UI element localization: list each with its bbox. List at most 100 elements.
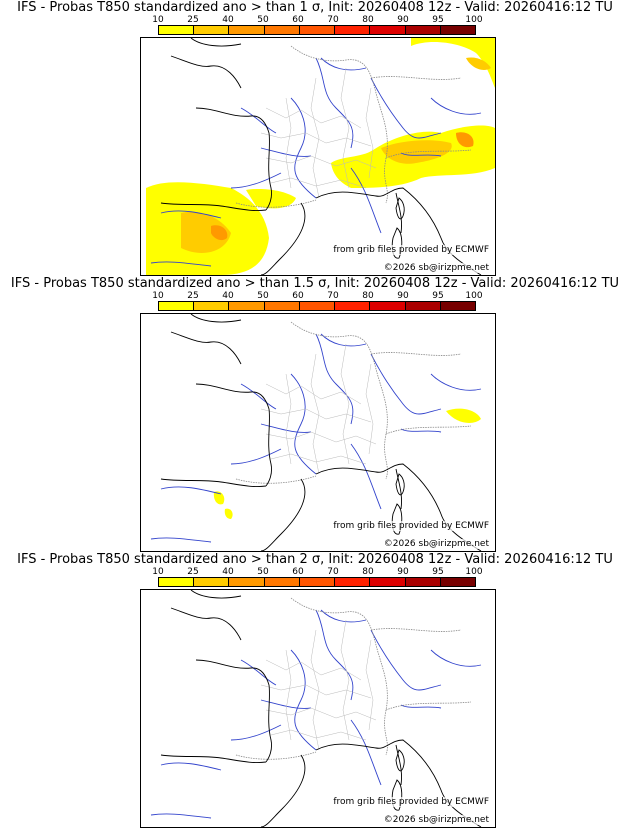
colorbar-segment (335, 578, 371, 586)
colorbar-segment (405, 26, 441, 34)
rivers (150, 57, 482, 267)
colorbar (158, 25, 476, 35)
map-canvas (150, 314, 482, 551)
anomaly-shading (213, 408, 481, 519)
colorbar-segment (370, 26, 406, 34)
panel-title: IFS - Probas T850 standardized ano > tha… (17, 0, 613, 15)
map-canvas (150, 590, 482, 827)
colorbar-tick-label: 50 (257, 291, 269, 301)
colorbar-labels: 10 25 40 50 60 70 80 90 95 100 (152, 291, 482, 301)
colorbar-segment (440, 578, 475, 586)
copyright: ©2026 sb@irizpme.net (383, 815, 489, 825)
coastlines (160, 590, 482, 827)
anomaly-area (411, 38, 495, 88)
colorbar-tick-label: 80 (362, 567, 374, 577)
colorbar-tick-label: 100 (465, 15, 483, 25)
colorbar-tick-label: 90 (397, 15, 409, 25)
rivers (150, 609, 482, 819)
colorbar-segment (159, 578, 195, 586)
map-canvas (146, 38, 495, 275)
anomaly-area (213, 491, 225, 505)
colorbar-tick-label: 90 (397, 567, 409, 577)
colorbar-segment (335, 26, 371, 34)
internal-boundaries (260, 343, 377, 475)
internal-boundaries (260, 67, 377, 199)
colorbar (158, 577, 476, 587)
colorbar-segment (194, 578, 230, 586)
anomaly-area (181, 211, 231, 253)
anomaly-area (446, 408, 481, 423)
probability-map: from grib files provided by ECMWF ©2026 … (140, 589, 496, 828)
country-borders (235, 597, 472, 760)
coastlines (160, 314, 482, 551)
colorbar-tick-label: 50 (257, 567, 269, 577)
anomaly-area (466, 57, 491, 70)
probability-map: from grib files provided by ECMWF ©2026 … (140, 313, 496, 552)
colorbar-tick-label: 50 (257, 15, 269, 25)
colorbar-tick-label: 95 (432, 291, 444, 301)
colorbar-tick-label: 40 (222, 567, 234, 577)
colorbar-segment (370, 578, 406, 586)
rivers (150, 333, 482, 543)
source-credit: from grib files provided by ECMWF (333, 797, 489, 807)
country-borders (235, 45, 472, 208)
colorbar (158, 301, 476, 311)
colorbar-segment (229, 578, 265, 586)
colorbar-tick-label: 25 (187, 567, 199, 577)
colorbar-tick-label: 70 (327, 15, 339, 25)
forecast-panel-1: IFS - Probas T850 standardized ano > tha… (0, 0, 630, 276)
colorbar-segment (299, 302, 336, 310)
copyright: ©2026 sb@irizpme.net (383, 539, 489, 549)
forecast-panel-3: IFS - Probas T850 standardized ano > tha… (0, 552, 630, 828)
colorbar-segment (440, 26, 475, 34)
colorbar-segment (229, 26, 265, 34)
colorbar-tick-label: 40 (222, 291, 234, 301)
colorbar-tick-label: 60 (292, 567, 304, 577)
colorbar-segment (299, 26, 336, 34)
colorbar-tick-label: 95 (432, 567, 444, 577)
colorbar-tick-label: 95 (432, 15, 444, 25)
anomaly-area (224, 508, 233, 519)
colorbar-segment (159, 26, 195, 34)
colorbar-segment (264, 26, 300, 34)
colorbar-tick-label: 100 (465, 291, 483, 301)
panel-title: IFS - Probas T850 standardized ano > tha… (10, 276, 620, 291)
copyright: ©2026 sb@irizpme.net (383, 263, 489, 273)
colorbar-tick-label: 25 (187, 15, 199, 25)
colorbar-segment (405, 302, 441, 310)
anomaly-shading (146, 38, 495, 275)
colorbar-segment (335, 302, 371, 310)
colorbar-segment (299, 578, 336, 586)
colorbar-segment (440, 302, 475, 310)
panel-title: IFS - Probas T850 standardized ano > tha… (17, 552, 613, 567)
country-borders (235, 321, 472, 484)
source-credit: from grib files provided by ECMWF (333, 521, 489, 531)
anomaly-area (211, 225, 228, 241)
colorbar-tick-label: 40 (222, 15, 234, 25)
colorbar-tick-label: 80 (362, 291, 374, 301)
colorbar-tick-label: 100 (465, 567, 483, 577)
colorbar-tick-label: 25 (187, 291, 199, 301)
anomaly-area (456, 132, 474, 148)
colorbar-segment (405, 578, 441, 586)
colorbar-segment (194, 26, 230, 34)
colorbar-labels: 10 25 40 50 60 70 80 90 95 100 (152, 567, 482, 577)
colorbar-tick-label: 60 (292, 15, 304, 25)
colorbar-segment (370, 302, 406, 310)
source-credit: from grib files provided by ECMWF (333, 245, 489, 255)
colorbar-tick-label: 10 (152, 15, 164, 25)
colorbar-tick-label: 80 (362, 15, 374, 25)
colorbar-tick-label: 10 (152, 291, 164, 301)
colorbar-segment (264, 578, 300, 586)
forecast-panel-2: IFS - Probas T850 standardized ano > tha… (0, 276, 630, 552)
colorbar-segment (229, 302, 265, 310)
internal-boundaries (260, 619, 377, 751)
colorbar-tick-label: 10 (152, 567, 164, 577)
colorbar-tick-label: 60 (292, 291, 304, 301)
probability-map: from grib files provided by ECMWF ©2026 … (140, 37, 496, 276)
colorbar-tick-label: 70 (327, 291, 339, 301)
colorbar-labels: 10 25 40 50 60 70 80 90 95 100 (152, 15, 482, 25)
colorbar-segment (264, 302, 300, 310)
colorbar-tick-label: 90 (397, 291, 409, 301)
colorbar-segment (194, 302, 230, 310)
